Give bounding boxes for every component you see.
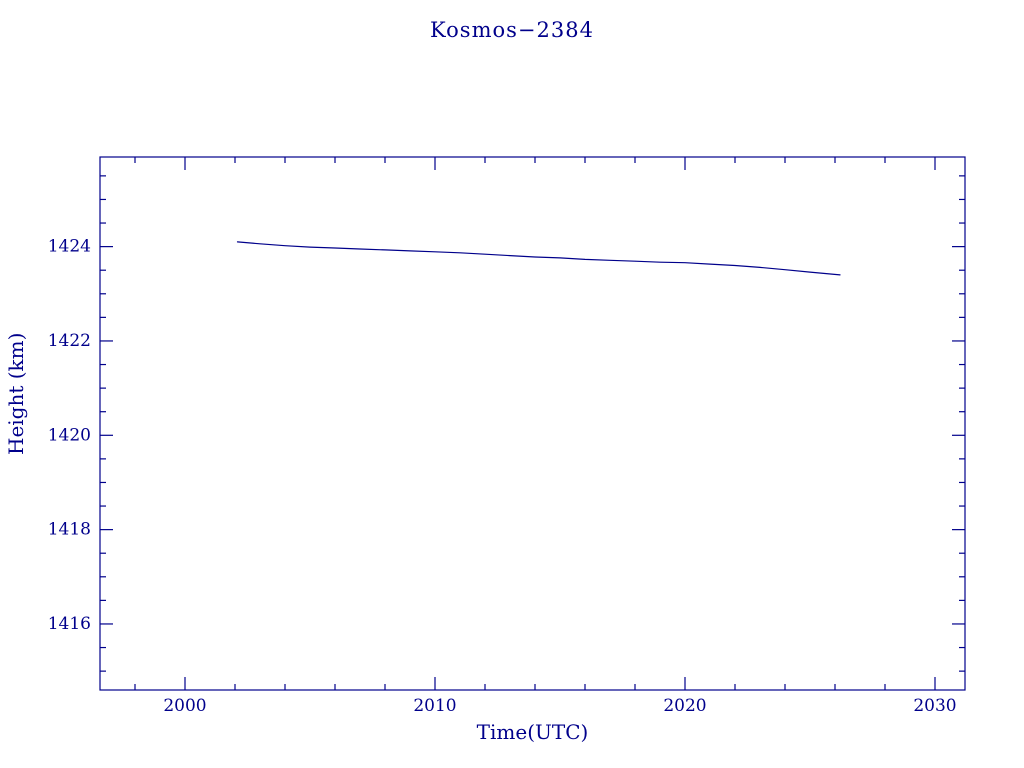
x-tick-label: 2010 (413, 696, 456, 716)
y-tick-label: 1422 (48, 331, 91, 351)
x-axis-label: Time(UTC) (476, 720, 589, 744)
tick-labels: 2000 2010 2020 2030 1416 1418 1420 1422 1424 (48, 237, 957, 716)
y-tick-label: 1424 (48, 237, 91, 257)
y-tick-label: 1418 (48, 520, 91, 540)
y-tick-label: 1420 (48, 425, 91, 445)
axis-ticks (100, 157, 965, 690)
data-line (236, 241, 841, 276)
x-tick-label: 2020 (663, 696, 706, 716)
y-tick-label: 1416 (48, 614, 91, 634)
chart-title: Kosmos−2384 (430, 18, 594, 42)
x-tick-label: 2000 (163, 696, 206, 716)
x-tick-label: 2030 (913, 696, 956, 716)
plot-frame (99, 156, 966, 691)
y-axis-label: Height (km) (4, 332, 28, 455)
